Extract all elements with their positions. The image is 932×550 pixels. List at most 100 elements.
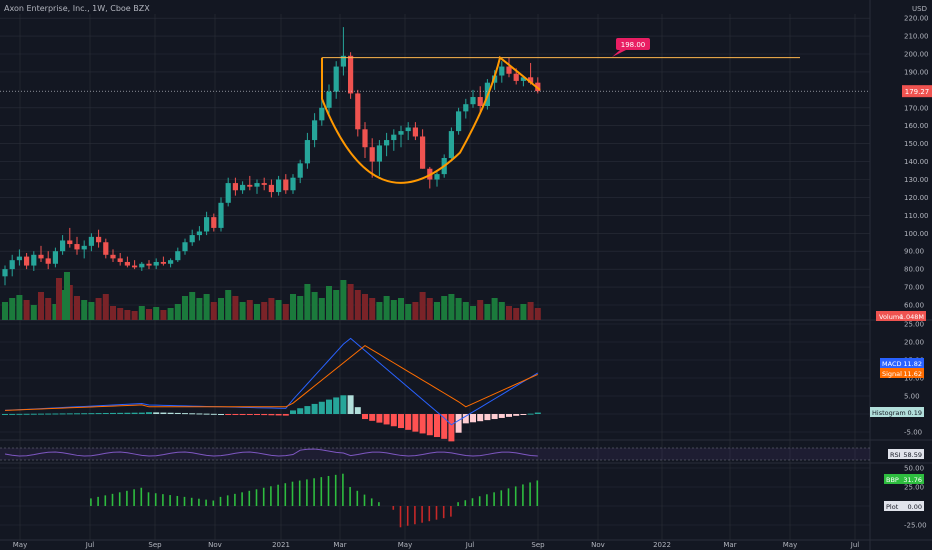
macd-histogram-bar — [340, 395, 347, 414]
macd-histogram-bar — [182, 413, 188, 415]
candle — [319, 107, 325, 121]
x-tick-label: Jul — [465, 541, 475, 549]
macd-tick-label: -5.00 — [904, 429, 922, 437]
volume-bar — [117, 308, 124, 320]
price-tick-label: 120.00 — [904, 194, 929, 202]
volume-bar — [304, 284, 311, 320]
macd-histogram-bar — [390, 414, 397, 427]
macd-histogram-bar — [102, 412, 109, 414]
candle — [132, 265, 138, 268]
volume-bar — [38, 292, 44, 320]
candle — [391, 134, 397, 141]
x-tick-label: Mar — [333, 541, 346, 549]
volume-bar — [268, 298, 275, 320]
price-tick-label: 110.00 — [904, 212, 929, 220]
candle — [189, 235, 195, 243]
candle — [38, 254, 44, 259]
macd-histogram-bar — [203, 413, 210, 415]
volume-bar — [383, 296, 390, 320]
candle — [2, 269, 8, 277]
rsi-label: RSI — [890, 451, 901, 459]
macd-histogram-bar — [138, 412, 145, 414]
candle — [168, 260, 174, 264]
x-tick-label: Nov — [208, 541, 222, 549]
price-tick-label: 220.00 — [904, 15, 929, 23]
candle — [369, 147, 375, 162]
macd-tick-label: 10.00 — [904, 375, 924, 383]
macd-histogram-bar — [326, 399, 332, 414]
macd-badge — [880, 358, 924, 368]
candle — [499, 66, 505, 76]
candle — [9, 260, 15, 270]
last-price-label: 179.27 — [905, 88, 930, 96]
macd-histogram-bar — [124, 412, 131, 414]
volume-bar — [333, 290, 340, 320]
candle — [225, 183, 231, 203]
last-price-badge — [902, 85, 932, 98]
volume-bar — [131, 311, 138, 320]
macd-histogram-bar — [362, 414, 368, 420]
candle — [376, 145, 382, 162]
x-tick-label: Sep — [531, 541, 545, 549]
volume-bar — [434, 302, 440, 320]
candle — [45, 258, 51, 264]
bbp-tick-label: 50.00 — [904, 465, 924, 473]
candle — [139, 263, 145, 268]
x-tick-label: 2021 — [272, 541, 290, 549]
volume-bar — [56, 278, 62, 320]
candle — [16, 256, 22, 261]
volume-bar — [441, 296, 448, 320]
volume-bar — [462, 302, 469, 320]
macd-histogram-bar — [477, 414, 484, 422]
macd-histogram-bar — [81, 413, 88, 415]
volume-bar — [232, 296, 239, 320]
volume-bar — [347, 284, 354, 320]
macd-histogram-bar — [484, 414, 491, 421]
macd-histogram-bar — [167, 412, 174, 414]
volume-bar — [261, 302, 268, 320]
volume-value: 1.048M — [900, 313, 924, 321]
candle — [290, 177, 296, 191]
volume-bar — [405, 304, 412, 320]
macd-histogram-bar — [246, 414, 253, 415]
macd-histogram-bar — [66, 413, 73, 415]
candle — [218, 202, 224, 228]
candle — [110, 254, 116, 259]
volume-bar — [239, 302, 246, 320]
macd-histogram-bar — [347, 395, 354, 414]
volume-bar — [59, 290, 66, 320]
volume-bar — [45, 298, 52, 320]
price-tick-label: 160.00 — [904, 122, 929, 130]
candle — [384, 140, 390, 146]
macd-histogram-bar — [131, 412, 138, 414]
candle — [434, 174, 440, 180]
macd-histogram-bar — [534, 412, 541, 414]
volume-bar — [534, 308, 541, 320]
x-tick-label: May — [783, 541, 797, 549]
x-tick-label: Mar — [723, 541, 736, 549]
volume-bar — [2, 302, 8, 320]
macd-histogram-bar — [52, 413, 59, 415]
candle — [520, 77, 526, 81]
plot-badge — [884, 501, 924, 511]
symbol-title[interactable]: Axon Enterprise, Inc., 1W, Cboe BZX — [4, 4, 150, 13]
candle — [405, 127, 411, 132]
volume-bar — [448, 294, 455, 320]
candle — [448, 131, 454, 158]
volume-bar — [246, 300, 253, 320]
macd-histogram-bar — [254, 414, 260, 415]
candle — [103, 242, 109, 255]
candle — [326, 91, 332, 108]
x-tick-label: May — [398, 541, 412, 549]
macd-histogram-bar — [218, 414, 224, 415]
volume-bar — [52, 304, 59, 320]
volume-bar — [506, 306, 512, 320]
histogram-value: 0.19 — [908, 409, 922, 417]
candle — [232, 183, 238, 191]
signal-badge — [880, 368, 924, 378]
macd-histogram-bar — [426, 414, 433, 436]
macd-histogram-bar — [297, 408, 304, 414]
volume-bar — [354, 290, 361, 320]
macd-histogram-bar — [275, 414, 282, 416]
